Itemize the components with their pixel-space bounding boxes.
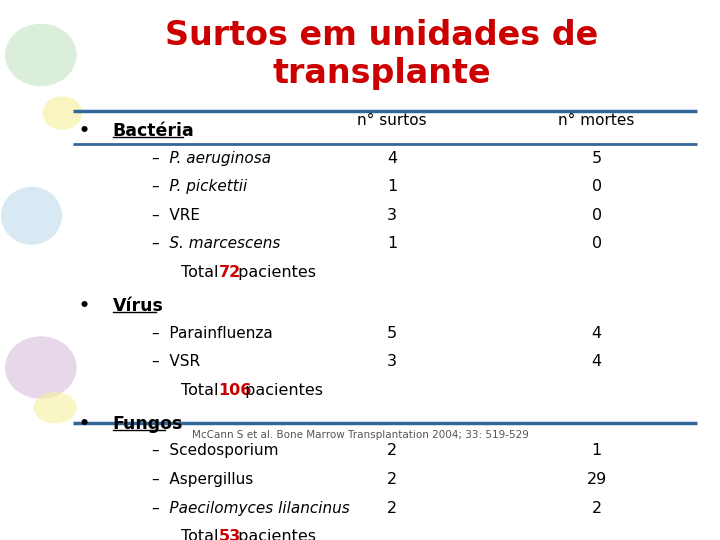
Text: 3: 3 [387,208,397,222]
Text: pacientes: pacientes [240,383,323,398]
Ellipse shape [5,336,77,399]
Text: transplante: transplante [272,57,491,90]
Text: n° surtos: n° surtos [357,113,427,128]
Text: Bactéria: Bactéria [112,122,194,140]
Text: 5: 5 [592,151,602,166]
Text: pacientes: pacientes [233,265,316,280]
Ellipse shape [1,187,62,245]
Text: 53: 53 [219,529,240,540]
Ellipse shape [34,392,77,423]
Text: –  VRE: – VRE [152,208,200,222]
Text: 0: 0 [592,208,602,222]
Text: •: • [78,415,89,433]
Text: –  Aspergillus: – Aspergillus [152,472,253,487]
Text: Fungos: Fungos [112,415,183,433]
Text: –  S. marcescens: – S. marcescens [152,237,280,251]
Text: 1: 1 [387,237,397,251]
Text: 4: 4 [387,151,397,166]
Text: 0: 0 [592,179,602,194]
Text: 106: 106 [219,383,252,398]
Text: 2: 2 [387,443,397,458]
Ellipse shape [5,24,77,86]
Text: •: • [78,297,89,315]
Text: n° mortes: n° mortes [559,113,635,128]
Text: –  P. aeruginosa: – P. aeruginosa [152,151,271,166]
Text: 2: 2 [387,472,397,487]
Text: 2: 2 [592,501,602,516]
Text: Total: Total [181,265,223,280]
Text: –  Parainfluenza: – Parainfluenza [152,326,273,341]
Text: 29: 29 [587,472,607,487]
Text: 5: 5 [387,326,397,341]
Text: 0: 0 [592,237,602,251]
Text: 2: 2 [387,501,397,516]
Text: Total: Total [181,383,223,398]
Text: Total: Total [181,529,223,540]
Text: Vírus: Vírus [112,297,163,315]
Text: 1: 1 [387,179,397,194]
Text: –  VSR: – VSR [152,354,200,369]
Text: 3: 3 [387,354,397,369]
Text: pacientes: pacientes [233,529,316,540]
Text: 4: 4 [592,354,602,369]
Text: 72: 72 [219,265,240,280]
Text: •: • [78,122,89,140]
Text: Surtos em unidades de: Surtos em unidades de [165,19,598,52]
Text: –  Paecilomyces lilancinus: – Paecilomyces lilancinus [152,501,350,516]
Ellipse shape [42,96,82,130]
Text: McCann S et al. Bone Marrow Transplantation 2004; 33: 519-529: McCann S et al. Bone Marrow Transplantat… [192,430,528,440]
Text: –  Scedosporium: – Scedosporium [152,443,279,458]
Text: 4: 4 [592,326,602,341]
Text: –  P. pickettii: – P. pickettii [152,179,247,194]
Text: 1: 1 [592,443,602,458]
